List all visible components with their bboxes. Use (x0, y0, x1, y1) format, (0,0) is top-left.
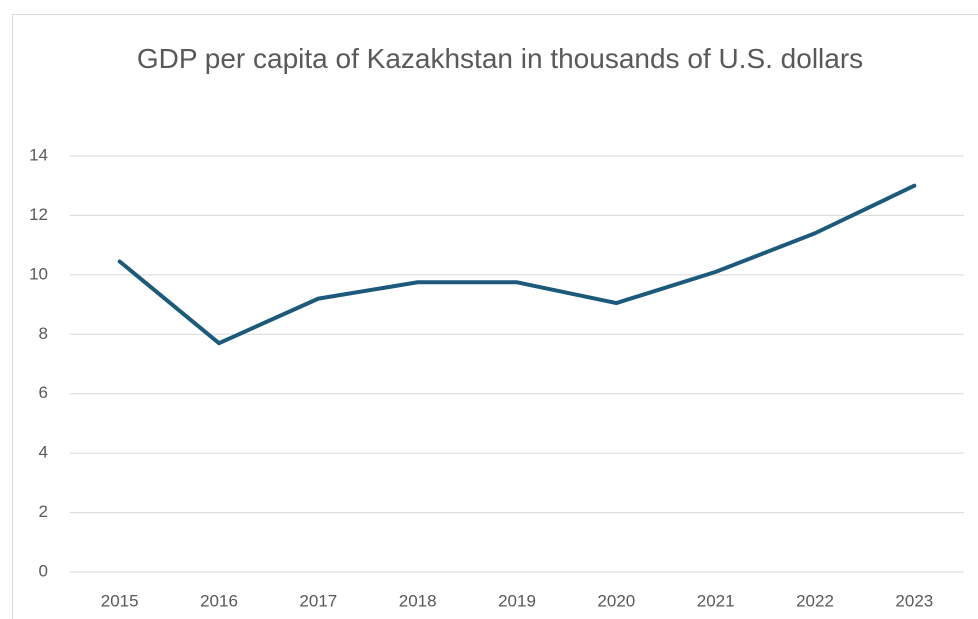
x-tick-label: 2023 (895, 591, 933, 610)
y-tick-label: 12 (29, 205, 48, 224)
data-line (117, 183, 917, 346)
y-tick-label: 8 (39, 324, 48, 343)
y-tick-label: 14 (29, 145, 48, 164)
y-tick-label: 4 (39, 443, 48, 462)
y-tick-label: 0 (39, 561, 48, 580)
chart-frame (12, 14, 978, 619)
x-tick-label: 2022 (796, 591, 834, 610)
y-tick-label: 2 (39, 502, 48, 521)
y-tick-label: 10 (29, 264, 48, 283)
x-tick-label: 2016 (200, 591, 238, 610)
y-tick-label: 6 (39, 383, 48, 402)
x-tick-label: 2021 (697, 591, 735, 610)
x-tick-label: 2017 (299, 591, 337, 610)
x-tick-label: 2020 (597, 591, 635, 610)
chart-title: GDP per capita of Kazakhstan in thousand… (136, 43, 864, 74)
x-tick-label: 2018 (399, 591, 437, 610)
x-tick-label: 2019 (498, 591, 536, 610)
x-tick-label: 2015 (101, 591, 139, 610)
